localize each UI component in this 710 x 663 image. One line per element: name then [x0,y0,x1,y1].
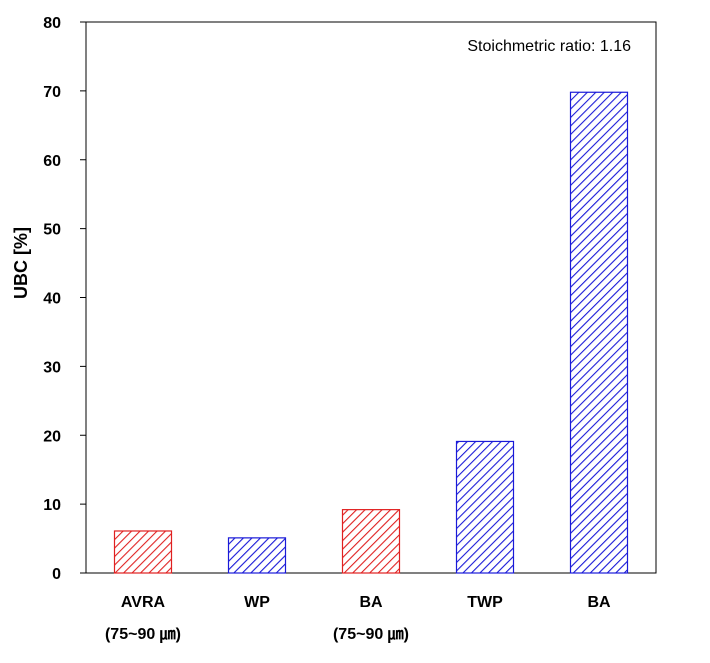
y-tick-label: 0 [52,566,61,583]
y-tick-label: 70 [43,84,61,101]
x-category-label: BA [359,594,383,611]
annotation-stoichiometric-ratio: Stoichmetric ratio: 1.16 [467,38,631,55]
bar [455,440,515,574]
bars [113,91,629,574]
y-tick-label: 40 [43,291,61,308]
x-category-sublabel: (75~90 ㎛) [105,626,181,644]
y-tick-label: 10 [43,497,61,514]
x-axis-labels: AVRA (75~90 ㎛) WP BA (75~90 ㎛) TWP BA [105,594,611,644]
bar [341,509,401,574]
y-tick-label: 80 [43,15,61,32]
x-category-label: AVRA [121,594,166,611]
x-category-sublabel: (75~90 ㎛) [333,626,409,644]
bar [113,530,173,574]
y-axis-title: UBC [%] [11,227,31,299]
y-axis: 0 10 20 30 40 50 60 70 80 [43,15,86,583]
x-category-label: TWP [467,594,503,611]
x-category-label: BA [587,594,611,611]
bar [569,91,629,574]
y-tick-label: 30 [43,359,61,376]
y-tick-label: 20 [43,428,61,445]
bar [227,537,287,574]
y-tick-label: 50 [43,222,61,239]
x-category-label: WP [244,594,270,611]
y-tick-label: 60 [43,153,61,170]
